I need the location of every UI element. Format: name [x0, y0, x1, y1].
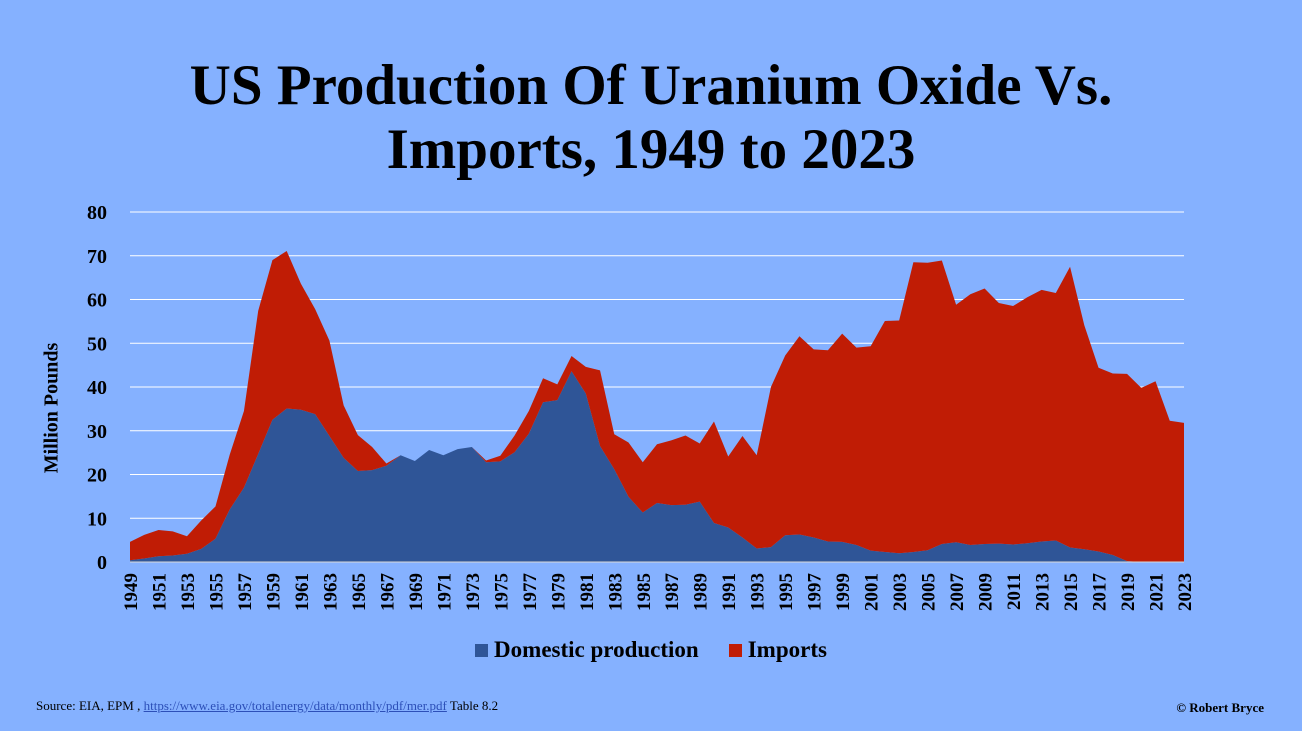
legend-item-domestic: Domestic production [475, 637, 699, 663]
x-tick-label-1975: 1975 [491, 573, 512, 611]
x-tick-label-2015: 2015 [1061, 573, 1082, 611]
x-tick-label-1981: 1981 [577, 573, 598, 611]
x-tick-label-1973: 1973 [463, 573, 484, 611]
domestic-production-area [130, 371, 1184, 562]
y-tick-label-50: 50 [87, 333, 107, 355]
legend: Domestic production Imports [0, 637, 1302, 663]
x-tick-label-1989: 1989 [691, 573, 712, 611]
x-tick-label-1997: 1997 [805, 573, 826, 612]
x-tick-label-1987: 1987 [662, 573, 683, 612]
x-tick-label-2009: 2009 [976, 573, 997, 611]
x-tick-label-1949: 1949 [121, 573, 142, 611]
legend-label-imports: Imports [747, 637, 827, 662]
x-tick-label-1985: 1985 [634, 573, 655, 611]
x-tick-label-2005: 2005 [919, 573, 940, 611]
x-tick-label-1963: 1963 [320, 573, 341, 611]
x-tick-label-1993: 1993 [748, 573, 769, 611]
x-tick-label-1999: 1999 [833, 573, 854, 611]
y-tick-label-20: 20 [87, 465, 107, 487]
x-tick-label-1983: 1983 [605, 573, 626, 611]
y-tick-label-40: 40 [87, 377, 107, 399]
legend-swatch-imports [728, 643, 742, 657]
source-suffix: Table 8.2 [449, 698, 499, 713]
legend-label-domestic: Domestic production [494, 637, 699, 662]
y-axis-label: Million Pounds [40, 342, 63, 474]
x-tick-label-2003: 2003 [890, 573, 911, 611]
x-tick-label-1991: 1991 [719, 573, 740, 611]
y-tick-label-70: 70 [87, 246, 107, 268]
x-tick-label-1959: 1959 [263, 573, 284, 611]
x-tick-label-1951: 1951 [149, 573, 170, 611]
chart-title: US Production Of Uranium Oxide Vs. Impor… [0, 54, 1302, 182]
x-tick-label-2001: 2001 [862, 573, 883, 611]
source-note: Source: EIA, EPM , https://www.eia.gov/t… [36, 698, 498, 714]
x-tick-label-2013: 2013 [1033, 573, 1054, 611]
x-tick-label-1969: 1969 [406, 573, 427, 611]
y-tick-label-80: 80 [87, 202, 107, 224]
copyright: © Robert Bryce [1176, 700, 1264, 715]
x-tick-label-1971: 1971 [434, 573, 455, 611]
x-tick-label-2017: 2017 [1090, 573, 1111, 612]
x-tick-label-1965: 1965 [349, 573, 370, 611]
x-tick-label-1961: 1961 [292, 573, 313, 611]
x-tick-label-1953: 1953 [178, 573, 199, 611]
source-link[interactable]: https://www.eia.gov/totalenergy/data/mon… [143, 698, 447, 713]
imports-area [130, 250, 1184, 562]
x-tick-label-1977: 1977 [520, 573, 541, 612]
legend-swatch-domestic [475, 643, 489, 657]
y-tick-label-0: 0 [97, 552, 107, 574]
x-tick-label-1955: 1955 [206, 573, 227, 611]
y-tick-label-10: 10 [87, 508, 107, 530]
x-tick-label-2011: 2011 [1004, 573, 1025, 610]
x-tick-label-1957: 1957 [235, 573, 256, 612]
legend-item-imports: Imports [728, 637, 827, 663]
x-tick-label-2021: 2021 [1147, 573, 1168, 611]
source-prefix: Source: EIA, EPM , [36, 698, 141, 713]
x-tick-label-1995: 1995 [776, 573, 797, 611]
x-tick-label-2007: 2007 [947, 573, 968, 612]
y-tick-label-30: 30 [87, 421, 107, 443]
x-tick-label-1979: 1979 [548, 573, 569, 611]
x-tick-label-2019: 2019 [1118, 573, 1139, 611]
x-tick-label-2023: 2023 [1175, 573, 1196, 611]
y-tick-label-60: 60 [87, 290, 107, 312]
chart-title-line-2: Imports, 1949 to 2023 [386, 118, 916, 181]
x-tick-label-1967: 1967 [377, 573, 398, 612]
chart-title-line-1: US Production Of Uranium Oxide Vs. [189, 54, 1113, 117]
